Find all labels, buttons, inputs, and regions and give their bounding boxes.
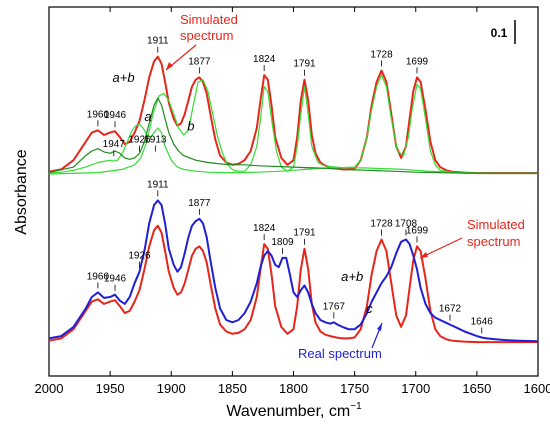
peak-label-1767: 1767 xyxy=(323,301,346,312)
peak-label-1728: 1728 xyxy=(370,50,393,61)
series-simulated_upper xyxy=(48,55,538,175)
x-tick-label: 1600 xyxy=(524,381,550,396)
peak-label-1926: 1926 xyxy=(128,135,151,146)
curves xyxy=(48,55,539,344)
peak-label-1911: 1911 xyxy=(147,36,169,47)
peak-label-1791: 1791 xyxy=(293,228,316,239)
x-axis-title-sup: −1 xyxy=(350,401,362,412)
upper-legend-arrowhead xyxy=(166,62,173,70)
annotation-a: a xyxy=(144,109,151,124)
x-axis-title: Wavenumber, cm−1 xyxy=(226,401,362,420)
real-spectrum-legend: Real spectrum xyxy=(298,346,382,361)
scale-bar-label: 0.1 xyxy=(491,26,508,40)
annotation-b: b xyxy=(187,118,194,133)
peak-label-1946: 1946 xyxy=(104,110,127,121)
annotation-aplusb: a+b xyxy=(341,269,363,284)
series-component_b xyxy=(48,74,538,175)
peak-label-1824: 1824 xyxy=(253,223,276,234)
peak-label-1791: 1791 xyxy=(293,59,316,70)
real-legend-arrowhead xyxy=(377,323,382,331)
peak-label-1672: 1672 xyxy=(439,304,462,315)
x-tick-label: 1900 xyxy=(157,381,186,396)
x-tick-label: 1700 xyxy=(401,381,430,396)
peak-label-1646: 1646 xyxy=(471,316,494,327)
peak-label-1877: 1877 xyxy=(188,198,211,209)
peak-label-1699: 1699 xyxy=(406,56,429,67)
peak-label-1926: 1926 xyxy=(128,251,151,262)
peak-label-1728: 1728 xyxy=(370,219,393,230)
x-tick-label: 1850 xyxy=(218,381,247,396)
peak-label-1960: 1960 xyxy=(87,271,110,282)
peak-label-1809: 1809 xyxy=(271,237,294,248)
x-tick-label: 1650 xyxy=(462,381,491,396)
peak-label-1877: 1877 xyxy=(188,56,211,67)
series-real xyxy=(48,199,539,343)
lower-simulated-legend-line1: Simulated xyxy=(467,217,525,232)
peak-label-1960: 1960 xyxy=(87,109,110,120)
lower-legend-arrowhead xyxy=(420,252,428,258)
peak-label-1699: 1699 xyxy=(406,225,429,236)
peak-label-1913: 1913 xyxy=(144,135,167,146)
peak-label-1911: 1911 xyxy=(147,179,169,190)
x-ticks: 2000 1950 1900 1850 1800 1750 1700 1650 1600 xyxy=(35,7,550,396)
annotations: a+b a b a+b c xyxy=(113,70,374,316)
upper-simulated-legend-line1: Simulated xyxy=(180,12,238,27)
upper-simulated-legend-line2: spectrum xyxy=(180,28,233,43)
annotation-c: c xyxy=(366,301,373,316)
x-tick-label: 1800 xyxy=(279,381,308,396)
series-simulated_lower xyxy=(48,224,538,344)
peak-label-1947: 1947 xyxy=(103,139,126,150)
peak-label-1946: 1946 xyxy=(104,274,127,285)
lower-simulated-legend-line2: spectrum xyxy=(467,234,520,249)
peak-label-1824: 1824 xyxy=(253,54,276,65)
peak-label-1708: 1708 xyxy=(395,219,418,230)
annotation-aplusb: a+b xyxy=(113,70,135,85)
x-tick-label: 1750 xyxy=(340,381,369,396)
y-axis-title: Absorbance xyxy=(13,149,30,234)
x-axis-title-main: Wavenumber, cm xyxy=(226,403,350,420)
x-tick-label: 2000 xyxy=(35,381,64,396)
x-tick-label: 1950 xyxy=(96,381,125,396)
series-component_dark xyxy=(48,97,538,174)
